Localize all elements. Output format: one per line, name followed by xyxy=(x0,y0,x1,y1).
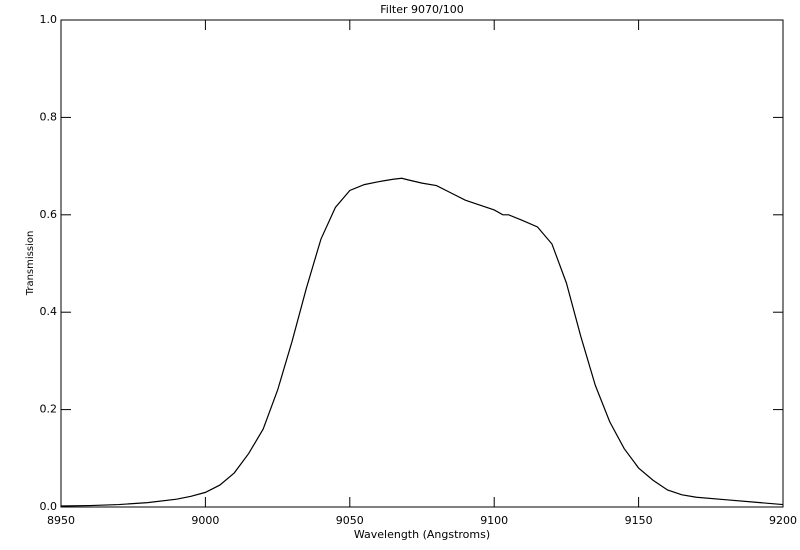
y-tick-label: 0.8 xyxy=(40,110,58,123)
y-tick-label: 0.0 xyxy=(40,500,58,513)
plot-frame xyxy=(60,19,784,508)
x-tick-label: 8950 xyxy=(47,514,75,527)
x-tick-label: 9100 xyxy=(480,514,508,527)
x-tick-label: 9000 xyxy=(191,514,219,527)
y-axis-label: Transmission xyxy=(25,231,36,297)
x-axis-label: Wavelength (Angstroms) xyxy=(354,528,490,541)
y-tick-label: 0.4 xyxy=(40,305,58,318)
y-tick-label: 1.0 xyxy=(40,13,58,26)
data-line xyxy=(60,177,784,507)
x-tick-label: 9050 xyxy=(336,514,364,527)
chart-title: Filter 9070/100 xyxy=(380,3,463,16)
y-tick-label: 0.2 xyxy=(40,403,58,416)
x-tick-label: 9200 xyxy=(769,514,797,527)
x-tick-label: 9150 xyxy=(625,514,653,527)
y-tick-label: 0.6 xyxy=(40,208,58,221)
